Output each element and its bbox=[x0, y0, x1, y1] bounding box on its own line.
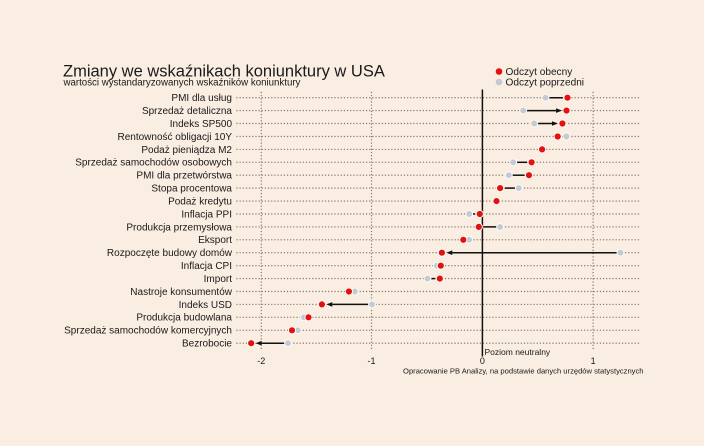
svg-text:Rozpoczęte budowy domów: Rozpoczęte budowy domów bbox=[107, 248, 233, 259]
svg-text:Indeks SP500: Indeks SP500 bbox=[170, 119, 233, 130]
svg-text:Podaż pieniądza M2: Podaż pieniądza M2 bbox=[141, 145, 232, 156]
svg-text:Inflacja CPI: Inflacja CPI bbox=[181, 261, 232, 272]
svg-text:Zmiany we wskaźnikach koniunkt: Zmiany we wskaźnikach koniunktury w USA bbox=[63, 63, 385, 81]
svg-text:wartości wystandaryzowanych ws: wartości wystandaryzowanych wskaźników k… bbox=[63, 77, 301, 88]
svg-text:Opracowanie PB Analizy, na pod: Opracowanie PB Analizy, na podstawie dan… bbox=[403, 367, 643, 376]
svg-text:Sprzedaż samochodów osobowych: Sprzedaż samochodów osobowych bbox=[75, 158, 232, 169]
svg-text:Poziom neutralny: Poziom neutralny bbox=[485, 347, 551, 357]
svg-text:PMI dla przetwórstwa: PMI dla przetwórstwa bbox=[136, 171, 232, 182]
svg-text:Podaż kredytu: Podaż kredytu bbox=[168, 197, 232, 208]
svg-text:Stopa procentowa: Stopa procentowa bbox=[151, 184, 232, 195]
svg-text:1: 1 bbox=[591, 356, 596, 366]
svg-text:Sprzedaż samochodów komercyjny: Sprzedaż samochodów komercyjnych bbox=[64, 326, 232, 337]
svg-text:Odczyt obecny: Odczyt obecny bbox=[506, 67, 574, 78]
svg-text:Sprzedaż detaliczna: Sprzedaż detaliczna bbox=[142, 106, 232, 117]
svg-text:Bezrobocie: Bezrobocie bbox=[182, 339, 232, 350]
svg-text:Eksport: Eksport bbox=[198, 235, 232, 246]
svg-text:Nastroje konsumentów: Nastroje konsumentów bbox=[130, 287, 232, 298]
svg-text:-1: -1 bbox=[367, 356, 375, 366]
svg-text:Import: Import bbox=[204, 274, 233, 285]
svg-text:Odczyt poprzedni: Odczyt poprzedni bbox=[506, 77, 585, 88]
svg-text:0: 0 bbox=[480, 356, 485, 366]
svg-text:Indeks USD: Indeks USD bbox=[179, 300, 232, 311]
svg-text:Rentowność obligacji 10Y: Rentowność obligacji 10Y bbox=[117, 132, 232, 143]
svg-text:-2: -2 bbox=[257, 356, 265, 366]
svg-text:Inflacja PPI: Inflacja PPI bbox=[181, 209, 232, 220]
svg-text:PMI dla usług: PMI dla usług bbox=[171, 93, 232, 104]
svg-text:Produkcja budowlana: Produkcja budowlana bbox=[136, 313, 232, 324]
svg-text:Produkcja przemysłowa: Produkcja przemysłowa bbox=[126, 222, 232, 233]
